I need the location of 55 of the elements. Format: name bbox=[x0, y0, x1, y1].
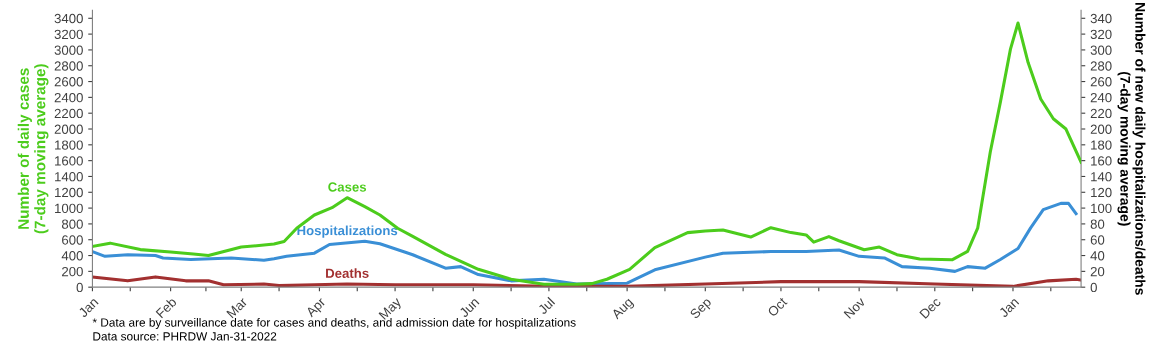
y2-tick-label: 20 bbox=[1090, 266, 1105, 277]
x-tick-label: Jul bbox=[537, 296, 556, 315]
y2-tick-label: 120 bbox=[1091, 187, 1112, 198]
x-tick-label: Oct bbox=[767, 296, 788, 318]
y-tick-label: 2600 bbox=[54, 77, 83, 87]
x-tick-label: Nov bbox=[843, 296, 866, 319]
y2-tick-label: 180 bbox=[1091, 140, 1112, 150]
y-tick-label: 400 bbox=[61, 251, 83, 261]
text: * Data are by surveillance date for cases and deaths, and admission date for hospitalizations bbox=[92, 318, 576, 330]
y2-tick-label: 160 bbox=[1091, 156, 1112, 166]
y-axis-title: Number of daily cases (7-day moving average) bbox=[17, 64, 49, 234]
x-tick-label: Dec bbox=[919, 296, 942, 319]
y2-tick-label: 240 bbox=[1090, 92, 1112, 103]
series-label: Hospitalizations bbox=[297, 225, 398, 238]
y2-tick-label: 220 bbox=[1090, 108, 1112, 119]
y-tick-label: 2800 bbox=[54, 61, 83, 71]
y2-tick-label: 0 bbox=[1090, 282, 1097, 293]
x-tick-label: Jun bbox=[458, 297, 480, 318]
y2-tick-label: 140 bbox=[1091, 172, 1112, 182]
y2-tick-label: 280 bbox=[1090, 61, 1112, 71]
y2-tick-label: 80 bbox=[1090, 219, 1105, 229]
x-tick-label: Sep bbox=[689, 296, 714, 322]
y-tick-label: 0 bbox=[76, 282, 83, 293]
y2-tick-label: 100 bbox=[1091, 203, 1112, 214]
y-tick-label: 1800 bbox=[55, 140, 83, 150]
y-tick-label: 2400 bbox=[54, 92, 83, 103]
y-tick-label: 3200 bbox=[54, 29, 83, 40]
y2-tick-label: 320 bbox=[1090, 29, 1112, 40]
x-tick-label: Jan bbox=[77, 297, 99, 318]
y2-tick-label: 340 bbox=[1090, 13, 1112, 24]
y-tick-label: 600 bbox=[62, 235, 83, 245]
y-tick-label: 1200 bbox=[55, 187, 83, 198]
y-tick-label: 800 bbox=[61, 219, 83, 229]
y-tick-label: 3000 bbox=[54, 45, 83, 55]
source-note: Data source: PHRDW Jan-31-2022 bbox=[93, 332, 277, 341]
y-tick-label: 3400 bbox=[54, 13, 83, 24]
y-tick-label: 1600 bbox=[55, 156, 83, 166]
line-series bbox=[92, 201, 1078, 286]
series-label: Cases bbox=[328, 182, 367, 192]
y-tick-label: 2200 bbox=[54, 108, 83, 119]
x-tick-label: Aug bbox=[610, 297, 636, 322]
series-label: Deaths bbox=[326, 268, 369, 278]
x-tick-label: Jan bbox=[998, 297, 1020, 318]
y2-tick-label: 260 bbox=[1090, 77, 1112, 87]
x-tick-label: Feb bbox=[155, 296, 178, 319]
y2-tick-label: 300 bbox=[1090, 45, 1112, 55]
y2-tick-label: 60 bbox=[1090, 235, 1105, 245]
y-tick-label: 2000 bbox=[54, 124, 83, 134]
y-tick-label: 1400 bbox=[55, 172, 83, 182]
x-tick-label: Mar bbox=[226, 296, 248, 319]
y-tick-label: 200 bbox=[62, 266, 83, 277]
y2-tick-label: 200 bbox=[1090, 124, 1112, 134]
y2-tick-label: 40 bbox=[1090, 251, 1105, 261]
y2-axis-title: Number of new daily hospitalizations/deaths (7-day moving average) bbox=[1117, 3, 1146, 295]
y-tick-label: 1000 bbox=[55, 203, 83, 214]
